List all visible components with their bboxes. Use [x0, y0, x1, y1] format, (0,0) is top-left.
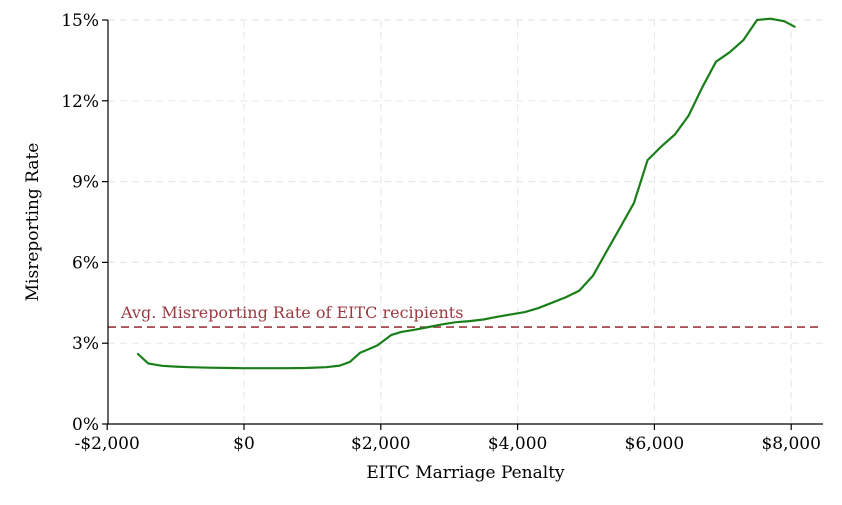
y-tick-label: 12%	[61, 92, 99, 112]
x-tick-label: $8,000	[761, 434, 820, 454]
x-tick-label: -$2,000	[75, 434, 140, 454]
grid	[108, 19, 823, 424]
y-tick-label: 0%	[72, 415, 99, 435]
reference-line-group: Avg. Misreporting Rate of EITC recipient…	[108, 303, 823, 328]
series-group	[136, 17, 796, 370]
x-axis-title: EITC Marriage Penalty	[366, 463, 565, 483]
x-tick-label: $4,000	[488, 434, 547, 454]
y-axis-title: Misreporting Rate	[23, 143, 43, 302]
y-tick-label: 3%	[72, 334, 99, 354]
x-tick-label: $0	[233, 434, 255, 454]
x-axis-ticks: -$2,000 $0 $2,000 $4,000 $6,000 $8,000	[75, 424, 821, 454]
y-tick-label: 6%	[72, 253, 99, 273]
x-tick-label: $2,000	[351, 434, 410, 454]
y-tick-label: 15%	[61, 11, 99, 31]
axes	[107, 20, 823, 425]
y-axis-ticks: 0% 3% 6% 9% 12% 15%	[61, 11, 108, 435]
series-line-0	[136, 17, 796, 370]
y-tick-label: 9%	[72, 173, 99, 193]
x-tick-label: $6,000	[625, 434, 684, 454]
reference-line-label: Avg. Misreporting Rate of EITC recipient…	[120, 303, 463, 322]
